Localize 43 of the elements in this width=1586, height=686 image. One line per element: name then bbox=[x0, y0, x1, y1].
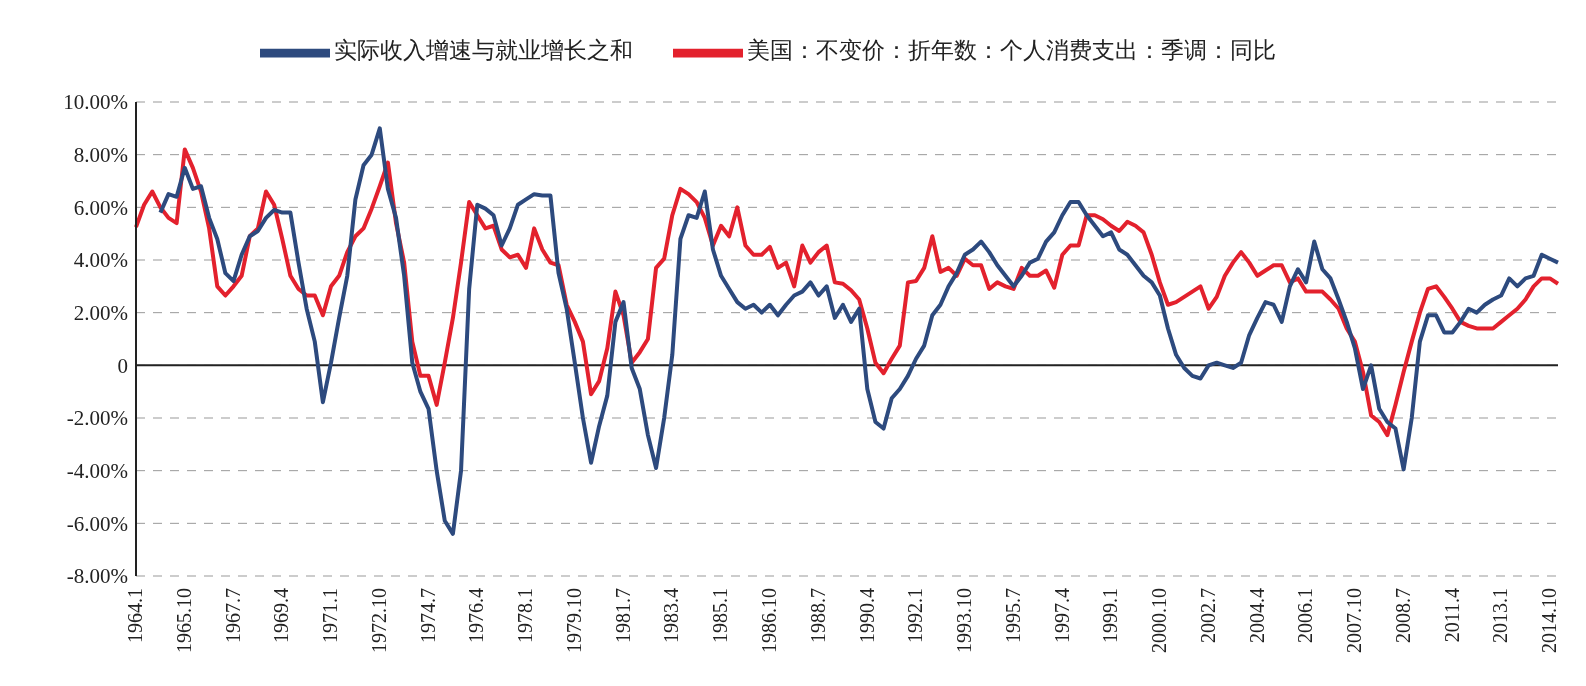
x-tick-label: 1971.1 bbox=[319, 588, 342, 643]
x-tick-label: 1972.10 bbox=[367, 588, 390, 653]
x-tick-label: 1997.4 bbox=[1050, 588, 1073, 643]
x-tick-label: 1981.7 bbox=[611, 588, 634, 643]
y-tick-label: 6.00% bbox=[73, 195, 128, 220]
x-tick-label: 1965.10 bbox=[172, 588, 195, 653]
y-tick-label: 2.00% bbox=[73, 301, 128, 326]
x-tick-label: 1990.4 bbox=[855, 588, 878, 643]
x-tick-label: 1985.1 bbox=[709, 588, 732, 643]
y-tick-label: 4.00% bbox=[73, 248, 128, 273]
x-tick-label: 1983.4 bbox=[660, 588, 683, 643]
x-tick-label: 2000.10 bbox=[1148, 588, 1171, 653]
x-tick-label: 1979.10 bbox=[562, 588, 585, 653]
y-tick-label: -8.00% bbox=[66, 564, 128, 589]
y-tick-label: -2.00% bbox=[66, 406, 128, 431]
legend-label: 实际收入增速与就业增长之和 bbox=[334, 38, 633, 64]
y-tick-label: 10.00% bbox=[63, 90, 128, 115]
x-tick-label: 1995.7 bbox=[1001, 588, 1024, 643]
y-tick-label: -6.00% bbox=[66, 511, 128, 536]
x-tick-label: 1986.10 bbox=[758, 588, 781, 653]
x-tick-label: 2006.1 bbox=[1294, 588, 1317, 643]
y-tick-label: -4.00% bbox=[66, 459, 128, 484]
x-tick-label: 2008.7 bbox=[1391, 588, 1414, 643]
x-tick-label: 1992.1 bbox=[904, 588, 927, 643]
x-tick-label: 1978.1 bbox=[514, 588, 537, 643]
x-tick-label: 1967.7 bbox=[221, 588, 244, 643]
x-tick-label: 2002.7 bbox=[1196, 588, 1219, 643]
x-tick-label: 2013.1 bbox=[1489, 588, 1512, 643]
legend-label: 美国：不变价：折年数：个人消费支出：季调：同比 bbox=[747, 38, 1276, 64]
x-tick-label: 2011.4 bbox=[1440, 588, 1463, 643]
x-tick-label: 1974.7 bbox=[416, 588, 439, 643]
line-series bbox=[158, 126, 1560, 536]
y-tick-label: 8.00% bbox=[73, 143, 128, 168]
x-tick-label: 1988.7 bbox=[806, 588, 829, 643]
x-tick-label: 1993.10 bbox=[953, 588, 976, 653]
x-tick-label: 2007.10 bbox=[1343, 588, 1366, 653]
y-tick-label: 0 bbox=[117, 353, 128, 378]
x-tick-label: 2004.4 bbox=[1245, 588, 1268, 643]
x-tick-label: 2014.10 bbox=[1538, 588, 1561, 653]
x-tick-label: 1969.4 bbox=[270, 588, 293, 643]
x-tick-label: 1999.1 bbox=[1099, 588, 1122, 643]
x-tick-label: 1976.4 bbox=[465, 588, 488, 643]
x-tick-label: 1964.1 bbox=[124, 588, 147, 643]
